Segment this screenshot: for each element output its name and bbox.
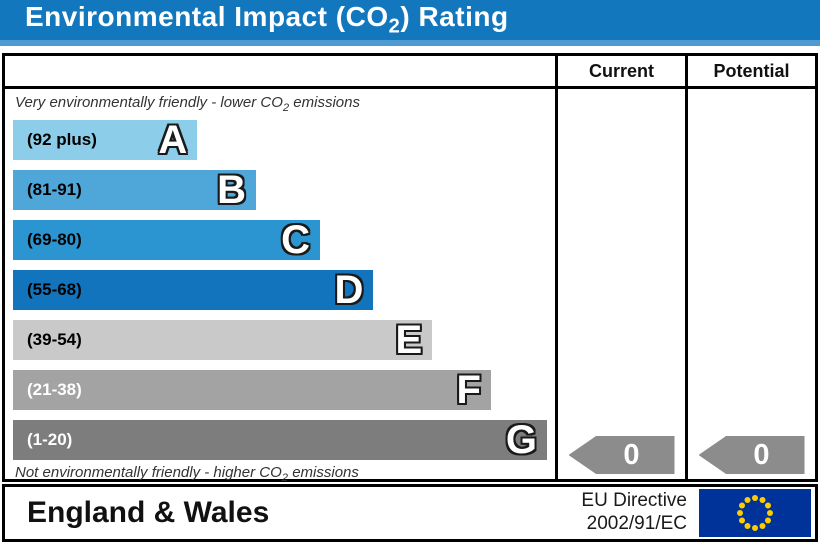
potential-column-header: Potential bbox=[688, 56, 815, 89]
band-letter: B bbox=[217, 168, 246, 212]
band-bar: (55-68) D bbox=[13, 268, 374, 312]
band-range: (1-20) bbox=[27, 430, 73, 449]
band-letter: G bbox=[505, 418, 537, 462]
eu-flag-star-dot bbox=[764, 502, 771, 509]
band-row: (55-68) D bbox=[13, 270, 547, 310]
eu-flag-star-dot bbox=[752, 525, 758, 531]
band-bar: (81-91) B bbox=[13, 170, 256, 210]
eu-flag-star-dot bbox=[744, 497, 751, 504]
footer: England & Wales EU Directive 2002/91/EC bbox=[2, 484, 818, 542]
chart-column: Very environmentally friendly - lower CO… bbox=[5, 56, 558, 484]
title-bar: Environmental Impact (CO2) Rating bbox=[0, 0, 820, 46]
eu-flag-star-dot bbox=[759, 497, 766, 504]
eu-flag-star-dot bbox=[764, 517, 771, 524]
band-bar: (21-38) F bbox=[13, 370, 491, 410]
current-value: 0 bbox=[623, 439, 640, 471]
eu-flag-star-dot bbox=[744, 522, 751, 529]
eu-directive-line2: 2002/91/EC bbox=[586, 513, 687, 534]
band-letter: C bbox=[281, 218, 311, 262]
band-range: (21-38) bbox=[27, 380, 82, 399]
eu-flag bbox=[699, 489, 811, 537]
page-title: Environmental Impact (CO2) Rating bbox=[25, 1, 509, 39]
band-row: (39-54) E bbox=[13, 320, 547, 360]
chart-body: Very environmentally friendly - lower CO… bbox=[5, 89, 555, 484]
band-letter: F bbox=[456, 368, 481, 412]
eu-flag-stars bbox=[737, 495, 773, 531]
bottom-note-subscript: 2 bbox=[281, 472, 289, 484]
top-note-tail: emissions bbox=[289, 94, 360, 111]
potential-column: Potential 0 bbox=[688, 56, 815, 479]
potential-arrow: 0 bbox=[698, 436, 805, 474]
top-note-subscript: 2 bbox=[282, 102, 290, 114]
band-row: (1-20) G bbox=[13, 420, 547, 460]
band-bar: (92 plus) A bbox=[13, 118, 198, 162]
current-column-body: 0 bbox=[558, 89, 685, 479]
potential-column-body: 0 bbox=[688, 89, 815, 479]
rating-table: Very environmentally friendly - lower CO… bbox=[2, 53, 818, 484]
bands: (92 plus) A (81-91) B (69-80) C (55-68) … bbox=[13, 120, 547, 462]
chart-column-header bbox=[5, 56, 555, 89]
eu-flag-star-dot bbox=[739, 517, 746, 524]
eu-flag-star-dot bbox=[759, 522, 766, 529]
current-arrow: 0 bbox=[568, 436, 675, 474]
current-column-header: Current bbox=[558, 56, 685, 89]
eu-flag-star-dot bbox=[739, 502, 746, 509]
band-bar: (69-80) C bbox=[13, 218, 321, 262]
band-row: (81-91) B bbox=[13, 170, 547, 210]
band-range: (69-80) bbox=[27, 230, 82, 249]
bottom-note: Not environmentally friendly - higher CO… bbox=[15, 464, 547, 484]
region-label: England & Wales bbox=[27, 496, 270, 529]
top-note-text: Very environmentally friendly - lower CO bbox=[15, 94, 283, 111]
eu-flag-star-dot bbox=[737, 510, 743, 516]
band-range: (81-91) bbox=[27, 180, 82, 199]
band-bar: (1-20) G bbox=[13, 420, 547, 460]
band-bar: (39-54) E bbox=[13, 318, 433, 362]
band-letter: D bbox=[334, 268, 364, 312]
band-row: (92 plus) A bbox=[13, 120, 547, 160]
page-title-subscript: 2 bbox=[388, 15, 401, 38]
band-range: (39-54) bbox=[27, 330, 82, 349]
bottom-note-text: Not environmentally friendly - higher CO bbox=[15, 464, 282, 481]
band-letter: E bbox=[395, 318, 423, 362]
eu-flag-star-dot bbox=[752, 495, 758, 501]
band-range: (92 plus) bbox=[27, 130, 97, 149]
band-range: (55-68) bbox=[27, 280, 82, 299]
eu-directive-line1: EU Directive bbox=[581, 490, 687, 512]
top-note: Very environmentally friendly - lower CO… bbox=[15, 94, 547, 114]
page-title-tail: ) Rating bbox=[400, 1, 509, 33]
eu-directive-label: EU Directive 2002/91/EC bbox=[581, 490, 687, 536]
band-letter: A bbox=[158, 118, 188, 162]
bottom-note-tail: emissions bbox=[288, 464, 359, 481]
eu-flag-star-dot bbox=[767, 510, 773, 516]
band-row: (21-38) F bbox=[13, 370, 547, 410]
page-title-text: Environmental Impact (CO bbox=[25, 1, 389, 33]
potential-value: 0 bbox=[753, 439, 770, 471]
current-column: Current 0 bbox=[558, 56, 688, 479]
band-row: (69-80) C bbox=[13, 220, 547, 260]
